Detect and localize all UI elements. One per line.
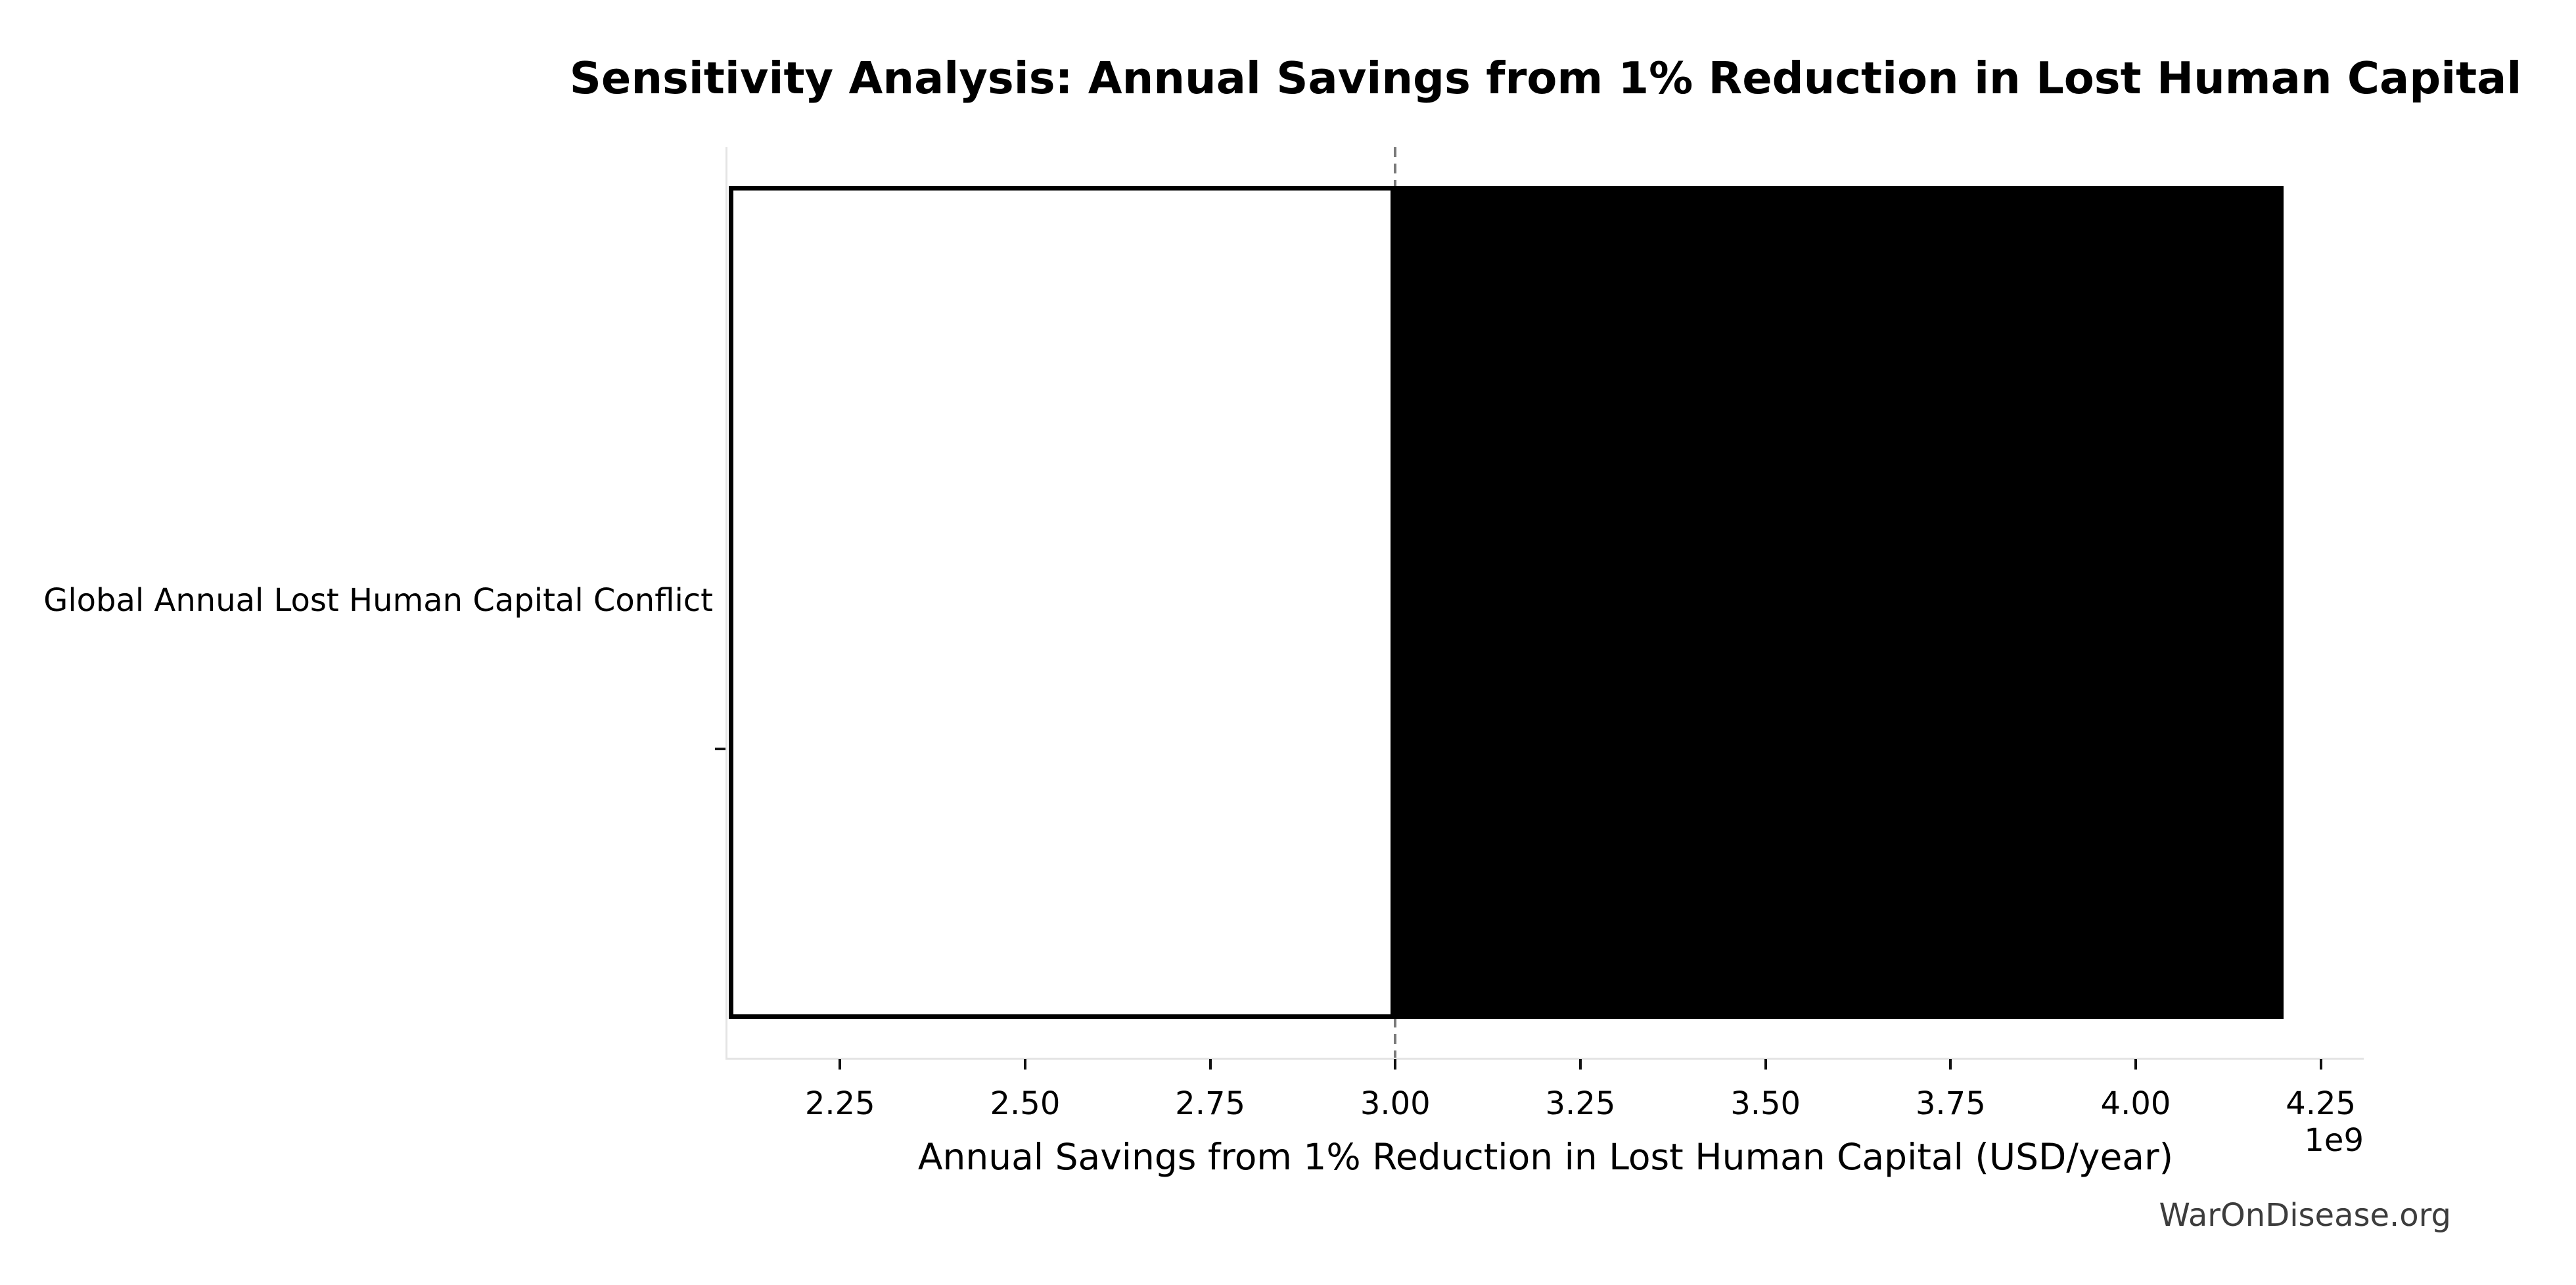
x-tick-label: 2.25 [804,1085,875,1122]
x-tick-mark [1578,1059,1582,1070]
x-tick-label: 2.50 [990,1085,1061,1122]
x-tick-mark [1208,1059,1212,1070]
left-axis-spine [725,147,727,1058]
x-tick-mark [2134,1059,2137,1070]
x-tick-mark [1023,1059,1026,1070]
x-axis-label: Annual Savings from 1% Reduction in Lost… [917,1136,2174,1178]
x-tick-mark [1949,1059,1952,1070]
plot-area: 2.25 2.50 2.75 3.00 3.25 3.50 3.75 4.00 4.25 [715,147,2364,1122]
y-axis-category-label: Global Annual Lost Human Capital Conflic… [43,582,713,619]
x-tick-label: 2.75 [1175,1085,1246,1122]
watermark: WarOnDisease.org [2159,1197,2451,1234]
x-tick-label: 3.25 [1545,1085,1616,1122]
x-axis-offset-label: 1e9 [2304,1122,2364,1159]
x-tick-mark [2319,1059,2322,1070]
x-tick-label: 3.75 [1915,1085,1986,1122]
x-tick-mark [839,1059,842,1070]
x-tick-mark [1394,1059,1397,1070]
x-tick-mark [1764,1059,1767,1070]
chart-title: Sensitivity Analysis: Annual Savings fro… [569,53,2522,104]
x-tick-label: 4.00 [2100,1085,2171,1122]
bar-low-segment [729,186,1396,1019]
x-tick-label: 3.50 [1730,1085,1801,1122]
bottom-axis-spine [725,1058,2364,1060]
x-tick-label: 3.00 [1360,1085,1431,1122]
y-tick-mark [715,748,725,750]
bar-high-segment [1395,186,2284,1019]
x-tick-label: 4.25 [2286,1085,2357,1122]
